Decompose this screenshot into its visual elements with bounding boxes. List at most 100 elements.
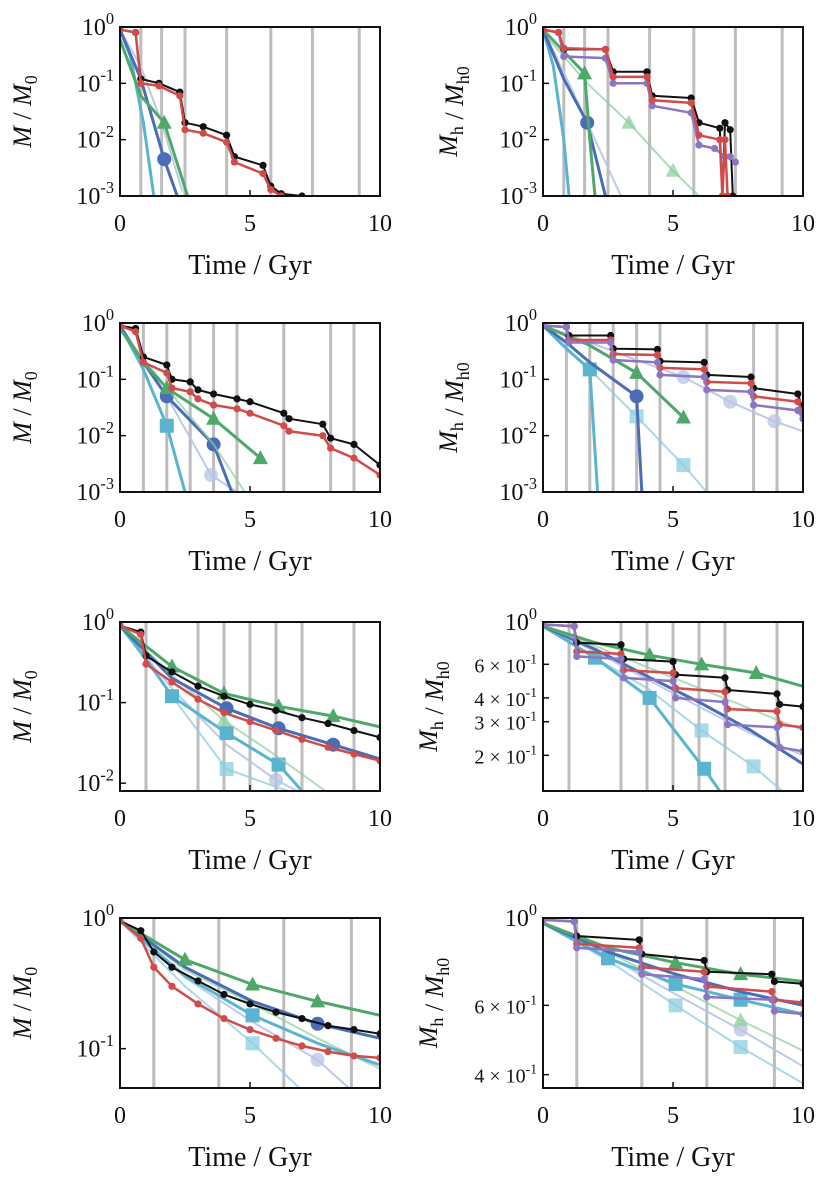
data-point-black xyxy=(669,657,677,666)
marker-square-light-blue-faint xyxy=(219,761,234,776)
y-tick-label: 10-3 xyxy=(76,178,114,210)
data-point-red xyxy=(137,79,145,87)
data-point-purple xyxy=(703,993,711,1001)
y-tick-label: 10-2 xyxy=(76,122,114,154)
y-tick-label: 10-2 xyxy=(76,418,114,450)
data-point-red xyxy=(324,1047,332,1056)
data-point-black xyxy=(186,378,194,386)
data-point-black xyxy=(324,719,332,728)
y-tick-label: 100 xyxy=(505,604,537,636)
data-point-red xyxy=(186,388,194,396)
data-point-purple xyxy=(721,698,729,706)
x-axis-label: Time / Gyr xyxy=(611,845,735,876)
marker-square-light-blue xyxy=(697,761,712,776)
plot-area xyxy=(543,918,803,1085)
data-point-red xyxy=(246,1025,254,1034)
data-point-black xyxy=(324,1022,332,1030)
data-point-black xyxy=(233,395,241,403)
data-point-black xyxy=(137,927,145,935)
data-point-black xyxy=(653,345,662,353)
y-tick-label: 100 xyxy=(505,305,537,337)
series-line-pale-lavender xyxy=(120,625,298,791)
chart-panel-row3-right: 0 5 10 100 6 × 10-1 4 × 10-13 × 10-1 2 × 10-1 T… xyxy=(414,604,815,876)
data-point-black xyxy=(168,963,176,971)
x-tick-label: 0 xyxy=(114,211,126,237)
plot-area xyxy=(120,27,306,196)
data-point-red xyxy=(643,73,651,81)
y-tick-label: 100 xyxy=(82,604,114,636)
marker-square-light-blue-faint xyxy=(746,759,761,774)
data-point-purple xyxy=(669,677,677,685)
chart-panel-row3-left: 0 5 10 100 10-1 10-2 Time / Gyr M / M0 xyxy=(8,604,392,876)
series-line-black xyxy=(120,28,303,196)
data-point-red xyxy=(350,750,358,758)
data-point-black xyxy=(168,668,176,676)
series-line-red xyxy=(120,919,380,1060)
data-point-red xyxy=(194,695,202,703)
series-line-blue xyxy=(543,324,644,492)
data-point-purple xyxy=(656,371,664,379)
data-point-purple xyxy=(648,102,656,110)
data-point-red xyxy=(163,369,171,377)
data-point-black xyxy=(199,123,207,131)
data-point-red xyxy=(181,126,189,134)
data-point-black xyxy=(350,440,358,448)
data-point-red xyxy=(555,28,563,37)
data-point-black xyxy=(220,990,228,999)
data-point-red xyxy=(609,73,617,81)
y-axis-label: Mh / Mh0 xyxy=(434,66,473,158)
data-point-red xyxy=(168,982,176,990)
marker-triangle-pale-green xyxy=(621,114,637,129)
data-point-red xyxy=(246,718,254,726)
y-tick-label: 6 × 10-1 xyxy=(474,651,537,677)
data-point-red xyxy=(210,401,218,409)
data-point-purple xyxy=(770,1007,779,1015)
data-point-black xyxy=(220,692,228,700)
data-point-black xyxy=(163,361,171,369)
x-tick-label: 10 xyxy=(791,507,815,533)
data-point-black xyxy=(327,434,335,442)
marker-square-light-blue xyxy=(159,418,174,433)
x-tick-label: 5 xyxy=(244,1103,256,1129)
data-point-red xyxy=(272,1034,280,1042)
y-tick-label: 10-1 xyxy=(499,66,537,98)
data-point-red xyxy=(280,422,288,430)
y-tick-label: 4 × 10-1 xyxy=(474,1062,537,1088)
data-point-red xyxy=(223,138,231,146)
marker-circle-blue xyxy=(157,152,172,167)
x-axis-label: Time / Gyr xyxy=(188,546,312,577)
data-point-purple xyxy=(731,158,740,166)
series-line-red xyxy=(543,28,729,196)
data-point-red xyxy=(150,963,158,971)
x-tick-label: 0 xyxy=(537,1103,549,1129)
data-point-red xyxy=(155,82,163,90)
plot-area xyxy=(543,27,740,196)
x-axis-label: Time / Gyr xyxy=(188,1142,312,1173)
data-point-black xyxy=(259,161,267,169)
data-point-red xyxy=(695,131,703,139)
data-point-purple xyxy=(750,401,758,409)
data-point-red xyxy=(246,409,254,417)
marker-circle-pale-lavender xyxy=(310,1052,325,1067)
data-point-red xyxy=(560,44,568,52)
x-axis-label: Time / Gyr xyxy=(611,250,735,281)
data-point-red xyxy=(142,660,150,668)
data-point-black xyxy=(298,714,306,722)
y-tick-label: 100 xyxy=(82,9,114,41)
data-point-red xyxy=(653,351,662,359)
data-point-purple xyxy=(617,655,625,663)
x-tick-label: 0 xyxy=(114,507,126,533)
data-point-red xyxy=(716,136,724,144)
y-axis-label: M / M0 xyxy=(8,670,41,744)
data-point-purple xyxy=(747,388,755,396)
series-line-blue xyxy=(543,29,607,196)
y-axis-label: M / M0 xyxy=(8,967,41,1041)
data-point-red xyxy=(350,1052,358,1060)
data-point-red xyxy=(220,1014,228,1023)
data-point-purple xyxy=(570,918,578,926)
data-point-black xyxy=(700,956,708,965)
data-point-red xyxy=(132,28,140,37)
y-tick-label: 4 × 10-1 xyxy=(474,685,537,711)
data-point-red xyxy=(687,99,695,107)
data-point-purple xyxy=(711,144,719,152)
